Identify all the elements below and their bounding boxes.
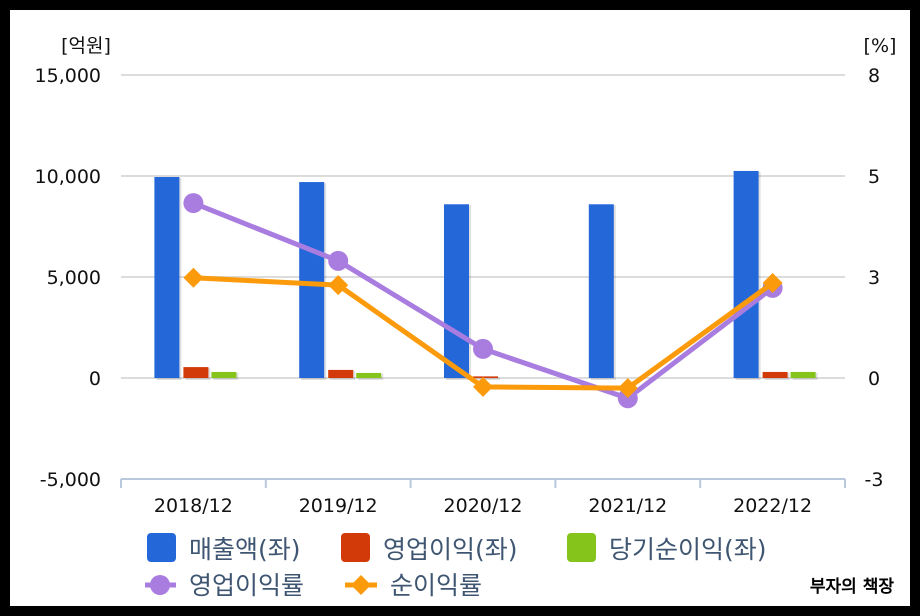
right-tick-label: 5: [868, 166, 880, 188]
x-tick-label: 2021/12: [588, 495, 667, 517]
diamond-marker: [183, 267, 204, 288]
circle-marker: [328, 250, 349, 271]
legend-circle-marker: [150, 575, 170, 595]
legend-label: 영업이익률: [189, 571, 304, 600]
bar: [762, 371, 788, 378]
right-axis: 8 5 3 0 -3: [865, 65, 884, 491]
watermark: 부자의 책장: [810, 577, 894, 597]
bar: [444, 204, 469, 378]
right-tick-label: 3: [868, 267, 880, 289]
bar: [790, 371, 816, 378]
diamond-marker: [617, 378, 638, 399]
bar: [299, 182, 325, 378]
left-tick-label: 15,000: [35, 65, 101, 87]
bar: [211, 371, 237, 378]
chart-frame: 15,000 10,000 5,000 0 -5,000 8 5 3 0 -3 [억원] [%]…: [10, 10, 910, 606]
diamond-marker: [328, 275, 349, 296]
line-series: [183, 193, 783, 409]
circle-marker: [183, 193, 204, 214]
right-tick-label: 8: [868, 65, 880, 87]
left-tick-label: 10,000: [35, 166, 101, 188]
x-axis: 2018/12 2019/12 2020/12 2021/12 2022/12: [120, 478, 846, 517]
right-tick-label: -3: [865, 469, 884, 491]
bar: [154, 177, 180, 378]
bar-shadow: [475, 377, 500, 380]
diamond-marker: [473, 376, 493, 397]
legend: 매출액(좌) 영업이익(좌) 당기순이익(좌) 영업이익률 순이익률: [145, 533, 767, 600]
line-operating-margin: [192, 200, 775, 401]
x-tick-label: 2018/12: [154, 495, 233, 517]
legend-label: 영업이익(좌): [383, 535, 518, 564]
left-axis-unit: [억원]: [61, 35, 111, 57]
x-tick-label: 2020/12: [444, 495, 523, 517]
bar: [356, 372, 382, 378]
legend-label: 매출액(좌): [189, 535, 301, 564]
legend-swatch: [147, 533, 176, 562]
x-tick-label: 2019/12: [299, 495, 378, 517]
legend-diamond-marker: [351, 575, 371, 595]
bar: [328, 369, 354, 378]
legend-swatch: [567, 533, 596, 562]
combo-chart: 15,000 10,000 5,000 0 -5,000 8 5 3 0 -3 [억원] [%]…: [35, 35, 897, 600]
line-net-margin: [193, 275, 775, 391]
bar-series: [154, 170, 818, 380]
legend-label: 순이익률: [390, 571, 482, 600]
left-axis: 15,000 10,000 5,000 0 -5,000: [35, 65, 101, 491]
bar: [733, 170, 759, 378]
left-tick-label: -5,000: [40, 469, 101, 491]
bar: [473, 376, 498, 378]
right-axis-unit: [%]: [864, 35, 897, 57]
diamond-marker: [762, 273, 783, 294]
circle-marker: [473, 338, 493, 359]
circle-marker: [617, 388, 638, 409]
left-tick-label: 0: [89, 368, 101, 390]
bar: [588, 204, 614, 378]
left-tick-label: 5,000: [47, 267, 101, 289]
bar: [183, 367, 209, 378]
legend-swatch: [341, 533, 370, 562]
legend-label: 당기순이익(좌): [609, 535, 767, 564]
x-tick-label: 2022/12: [733, 495, 812, 517]
right-tick-label: 0: [868, 368, 880, 390]
